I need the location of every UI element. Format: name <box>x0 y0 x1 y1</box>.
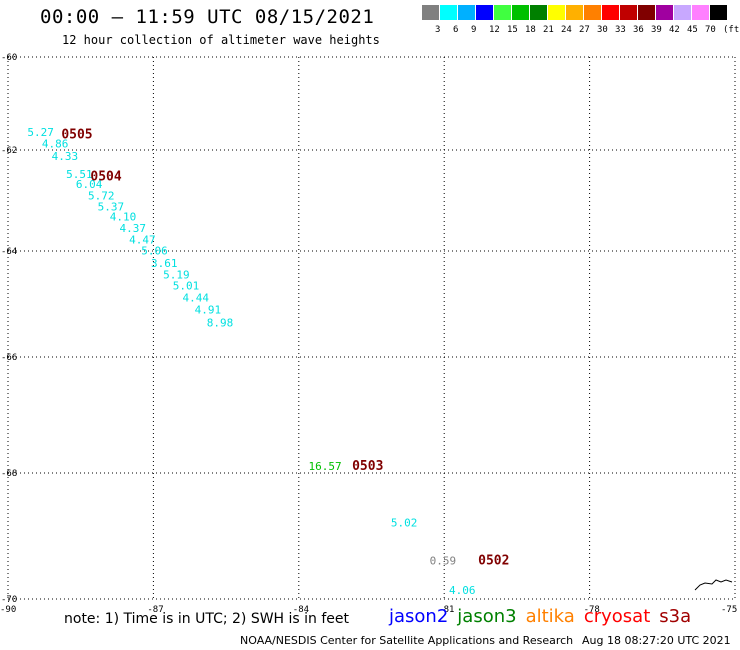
wave-height-observation: 5.37 <box>98 201 125 214</box>
longitude-tick-label: -75 <box>721 605 737 615</box>
wave-height-observation: 5.06 <box>141 245 168 258</box>
colorbar-swatch <box>512 5 529 20</box>
latitude-tick-label: -66 <box>1 353 17 363</box>
wave-height-observation: 3.61 <box>151 257 178 270</box>
longitude-tick-label: -87 <box>147 605 163 615</box>
page-subtitle: 12 hour collection of altimeter wave hei… <box>62 33 380 47</box>
wave-height-observation: 4.91 <box>195 304 222 317</box>
colorbar-swatch <box>422 5 439 20</box>
latitude-tick-label: -64 <box>1 247 17 257</box>
satellite-legend-jason2: jason2 <box>389 606 449 627</box>
colorbar-label: 30 <box>597 25 608 35</box>
wave-height-observation: 4.33 <box>52 150 78 163</box>
footer-timestamp: Aug 18 08:27:20 UTC 2021 <box>582 634 731 647</box>
storm-id-label: 0505 <box>61 127 92 142</box>
colorbar-swatch <box>656 5 673 20</box>
storm-id-label: 0504 <box>90 169 121 184</box>
colorbar-label: 21 <box>543 25 554 35</box>
axis-labels: -60 -62 -64 -66 -68 -70-90 -87 -84 -81 -78 -75 <box>0 53 737 615</box>
observations: 5.274.864.33 5.516.045.725.374.104.374.47… <box>27 126 475 597</box>
colorbar-swatch <box>530 5 547 20</box>
wave-height-observation: 5.72 <box>88 189 115 202</box>
satellite-legend: jason2 jason3 altika cryosat s3a <box>389 606 700 627</box>
wave-height-observation: 5.01 <box>173 280 200 293</box>
satellite-legend-cryosat: cryosat <box>583 606 651 627</box>
colorbar-swatch <box>638 5 655 20</box>
storm-id-label: 0503 <box>352 459 383 474</box>
wave-height-observation: 4.10 <box>110 211 137 224</box>
storm-id-label: 0502 <box>478 553 509 568</box>
colorbar-label: 45 <box>687 25 698 35</box>
wave-height-observation: 16.57 <box>308 460 341 473</box>
longitude-tick-label: -81 <box>438 605 454 615</box>
colorbar-swatch <box>440 5 457 20</box>
colorbar-label: 12 <box>489 25 500 35</box>
satellite-legend-jason3: jason3 <box>457 606 517 627</box>
wave-height-observation: 4.86 <box>42 138 69 151</box>
colorbar-swatch <box>674 5 691 20</box>
wave-height-observation: 5.27 <box>27 126 53 139</box>
colorbar-label: 36 <box>633 25 644 35</box>
wave-height-observation: 5.51 <box>66 168 93 181</box>
wave-height-observation: 6.04 <box>76 178 103 191</box>
coastline <box>694 579 733 591</box>
colorbar-swatch <box>494 5 511 20</box>
colorbar-swatch <box>566 5 583 20</box>
colorbar-label: 70 <box>705 25 716 35</box>
colorbar-label: 39 <box>651 25 662 35</box>
colorbar-label: 6 <box>453 25 459 35</box>
colorbar-swatch <box>548 5 565 20</box>
colorbar-label: 9 <box>471 25 477 35</box>
colorbar-label: 18 <box>525 25 536 35</box>
wave-height-observation: 4.47 <box>129 233 156 246</box>
footer-source: NOAA/NESDIS Center for Satellite Applica… <box>240 634 574 647</box>
longitude-tick-label: -90 <box>0 605 16 615</box>
wave-height-observation: 4.06 <box>449 584 476 597</box>
wave-height-observation: 4.44 <box>182 291 209 304</box>
colorbar-label: 27 <box>579 25 590 35</box>
colorbar-swatch <box>584 5 601 20</box>
satellite-legend-altika: altika <box>525 606 575 627</box>
storm-labels: 0505 0504 0503 0502 <box>61 127 509 568</box>
colorbar-swatch <box>620 5 637 20</box>
wave-height-observation: 5.19 <box>163 269 190 282</box>
colorbar-label: (ft) <box>723 25 740 35</box>
colorbar-swatch <box>602 5 619 20</box>
colorbar-label: 15 <box>507 25 518 35</box>
colorbar-swatch <box>710 5 727 20</box>
latitude-tick-label: -68 <box>1 469 17 479</box>
colorbar-label: 3 <box>435 25 441 35</box>
page-title: 00:00 – 11:59 UTC 08/15/2021 <box>40 6 375 28</box>
wave-height-observation: 8.98 <box>207 316 234 329</box>
colorbar-label: 42 <box>669 25 680 35</box>
wave-height-observation: 0.59 <box>430 554 457 567</box>
wave-height-observation: 5.02 <box>391 517 418 530</box>
colorbar-swatch <box>692 5 709 20</box>
latitude-tick-label: -70 <box>1 595 17 605</box>
colorbar-label: 24 <box>561 25 572 35</box>
latitude-tick-label: -60 <box>1 53 17 63</box>
units-note: note: 1) Time is in UTC; 2) SWH is in fe… <box>64 611 350 627</box>
longitude-tick-label: -84 <box>293 605 309 615</box>
colorbar-label: 33 <box>615 25 626 35</box>
wave-height-observation: 4.37 <box>119 222 145 235</box>
satellite-legend-s3a: s3a <box>659 606 692 627</box>
latitude-tick-label: -62 <box>1 146 17 156</box>
colorbar-swatch <box>458 5 475 20</box>
map-grid <box>7 56 736 600</box>
colorbar-swatch <box>476 5 493 20</box>
longitude-tick-label: -78 <box>584 605 600 615</box>
